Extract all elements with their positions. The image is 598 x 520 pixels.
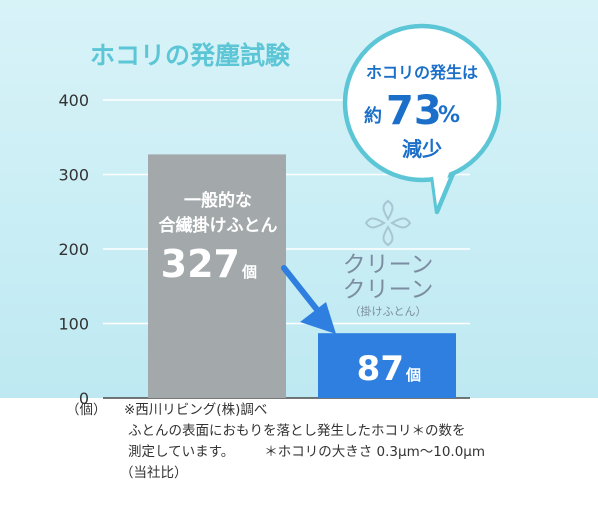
chart-title: ホコリの発塵試験 <box>90 41 291 70</box>
footnote-method-end: 測定しています。 <box>128 444 235 460</box>
y-tick-label-100: 100 <box>58 315 89 334</box>
footnote-dust-size: ＊ホコリの大きさ 0.3μm〜10.0μm <box>264 444 486 460</box>
footnote-method: ふとんの表面におもりを落とし発生したホコリ＊の数を <box>128 423 466 439</box>
bar-cleanclean-value: 87 <box>357 349 404 389</box>
brand-name-line-1: クリーン <box>343 252 434 278</box>
brand-emblem-icon <box>364 199 412 247</box>
footnote: （個） ※西川リビング(株)調べ ふとんの表面におもりを落とし発生したホコリ＊の数… <box>66 400 586 484</box>
plot-background <box>0 0 598 398</box>
y-axis-ticks: 0 100 200 300 400 <box>58 91 89 408</box>
callout-bubble: ホコリの発生は 約 73 % 減少 <box>342 23 502 215</box>
decrease-arrow-icon <box>281 265 336 334</box>
y-axis-unit: （個） <box>66 402 107 418</box>
y-tick-label-400: 400 <box>58 91 89 110</box>
y-tick-label-300: 300 <box>58 166 89 185</box>
y-tick-label-0: 0 <box>79 389 89 408</box>
bar-general-futon <box>148 154 286 398</box>
brand-name-line-2: クリーン <box>343 277 434 303</box>
callout-number: 73 <box>386 88 442 134</box>
footnote-source: ※西川リビング(株)調べ <box>124 402 268 418</box>
y-tick-label-200: 200 <box>58 240 89 259</box>
callout-line-1: ホコリの発生は <box>366 63 478 82</box>
brand-sub: （掛けふとん） <box>350 304 427 318</box>
bar-general-label-2: 合繊掛けふとん <box>159 215 278 236</box>
callout-line-3: 減少 <box>402 137 442 161</box>
bar-cleanclean-unit: 個 <box>405 366 421 384</box>
callout-prefix: 約 <box>364 105 382 127</box>
bar-cleanclean <box>318 333 456 398</box>
footnote-comparison: （当社比） <box>120 465 188 481</box>
bar-general-label-1: 一般的な <box>184 190 252 211</box>
bar-general-value: 327 <box>161 242 240 286</box>
bar-general-unit: 個 <box>241 263 257 281</box>
brand-logo: クリーン クリーン （掛けふとん） <box>343 199 434 318</box>
callout-percent: % <box>438 103 460 128</box>
